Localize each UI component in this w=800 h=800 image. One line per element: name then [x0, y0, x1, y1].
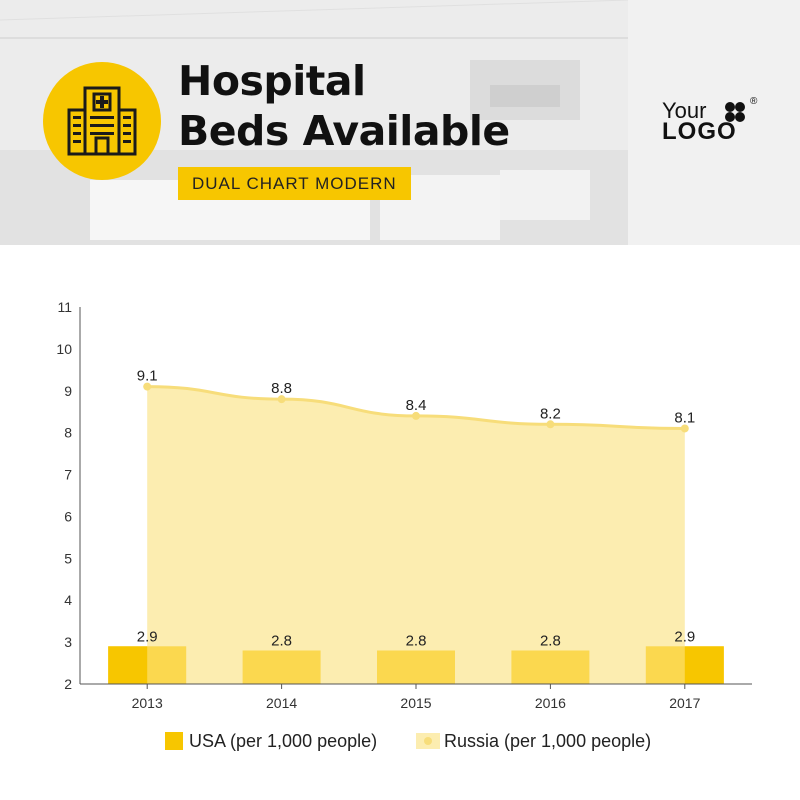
title-line-2: Beds Available	[178, 107, 510, 155]
x-tick-label: 2017	[669, 695, 700, 711]
y-tick-label: 11	[57, 299, 72, 315]
usa-data-label: 2.9	[674, 628, 695, 645]
y-tick-label: 7	[64, 467, 72, 483]
usa-data-label: 2.8	[271, 632, 292, 649]
usa-bar	[377, 650, 455, 684]
russia-point	[546, 420, 555, 429]
brand-logo: Your LOGO ®	[662, 96, 762, 148]
legend-label-usa: USA (per 1,000 people)	[189, 731, 378, 751]
y-tick-label: 3	[64, 634, 72, 650]
russia-point	[143, 382, 152, 391]
legend: USA (per 1,000 people) Russia (per 1,000…	[0, 726, 800, 756]
legend-swatch-usa	[165, 732, 183, 750]
title-line-1: Hospital	[178, 57, 366, 105]
page-title: Hospital Beds Available	[178, 56, 510, 156]
x-tick-label: 2015	[400, 695, 431, 711]
x-tick-label: 2014	[266, 695, 297, 711]
x-tick-label: 2016	[535, 695, 566, 711]
usa-bar-series	[108, 646, 724, 684]
clover-logo-icon	[725, 102, 745, 122]
y-tick-label: 9	[64, 383, 72, 399]
russia-data-label: 8.1	[674, 409, 695, 426]
usa-bar	[511, 650, 590, 684]
russia-data-label: 8.8	[271, 380, 292, 397]
russia-area-series	[143, 382, 689, 684]
brand-logo-text: LOGO	[662, 118, 737, 145]
x-tick-label: 2013	[132, 695, 163, 711]
registered-mark: ®	[750, 96, 758, 107]
y-tick-label: 5	[64, 550, 72, 566]
legend-item-russia: Russia (per 1,000 people)	[416, 726, 651, 756]
y-tick-label: 8	[64, 425, 72, 441]
y-tick-label: 4	[64, 592, 72, 608]
y-axis: 2 3 4 5 6 7 8 9 10 11	[56, 299, 81, 692]
logo-panel	[628, 0, 800, 245]
dual-chart: 2 3 4 5 6 7 8 9 10 11 2.9 2.8 2.8 2.8 2.9 9.1 8.8 8.4 8.2…	[56, 299, 752, 711]
legend-swatch-russia	[416, 733, 440, 749]
russia-point	[277, 395, 286, 404]
usa-bar-edge	[684, 646, 724, 684]
usa-bar	[242, 650, 321, 684]
legend-item-usa: USA (per 1,000 people)	[165, 726, 377, 756]
x-axis: 2013 2014 2015 2016 2017	[80, 683, 752, 711]
usa-data-label: 2.8	[540, 632, 561, 649]
y-tick-label: 2	[64, 676, 72, 692]
usa-data-label: 2.8	[406, 632, 427, 649]
usa-data-label: 2.9	[137, 628, 158, 645]
hospital-building-icon	[67, 86, 137, 156]
hospital-room-photo	[0, 0, 628, 245]
russia-area-fill	[147, 386, 685, 684]
y-tick-label: 10	[56, 341, 72, 357]
russia-data-label: 9.1	[137, 368, 158, 385]
hospital-badge	[43, 62, 161, 180]
legend-label-russia: Russia (per 1,000 people)	[444, 731, 652, 751]
russia-point	[680, 424, 689, 433]
russia-point	[412, 411, 420, 420]
data-labels: 2.9 2.8 2.8 2.8 2.9 9.1 8.8 8.4 8.2 8.1	[137, 368, 695, 650]
russia-data-label: 8.4	[406, 397, 427, 414]
chart-type-tag: DUAL CHART MODERN	[178, 167, 411, 200]
header: Hospital Beds Available DUAL CHART MODER…	[0, 0, 800, 245]
russia-data-label: 8.2	[540, 405, 561, 422]
brand-your-text: Your	[662, 98, 707, 123]
y-tick-label: 6	[64, 508, 72, 524]
usa-bar-edge	[108, 646, 148, 684]
